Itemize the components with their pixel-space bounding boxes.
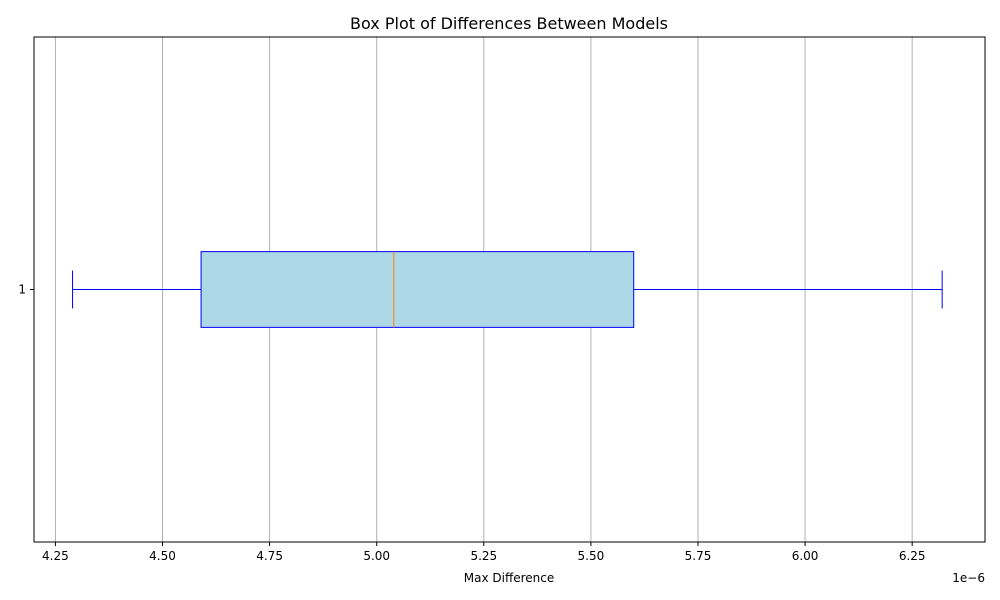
x-tick-label: 4.50 [149,549,176,563]
x-axis-label: Max Difference [464,571,555,585]
x-axis-ticks: 4.25 4.50 4.75 5.00 5.25 5.50 5.75 6.00 6.25 [42,542,926,563]
x-axis-offset-label: 1e−6 [952,571,985,585]
x-tick-label: 4.25 [42,549,69,563]
x-tick-label: 6.25 [899,549,926,563]
x-tick-label: 5.25 [470,549,497,563]
chart-title: Box Plot of Differences Between Models [350,14,668,33]
x-tick-label: 6.00 [792,549,819,563]
x-tick-label: 5.00 [363,549,390,563]
x-tick-label: 4.75 [256,549,283,563]
box-group [72,251,943,328]
box-item [72,251,943,328]
y-axis-ticks: 1 [18,283,34,297]
x-tick-label: 5.75 [685,549,712,563]
y-tick-label: 1 [18,283,26,297]
x-tick-label: 5.50 [578,549,605,563]
iqr-box [200,251,635,328]
